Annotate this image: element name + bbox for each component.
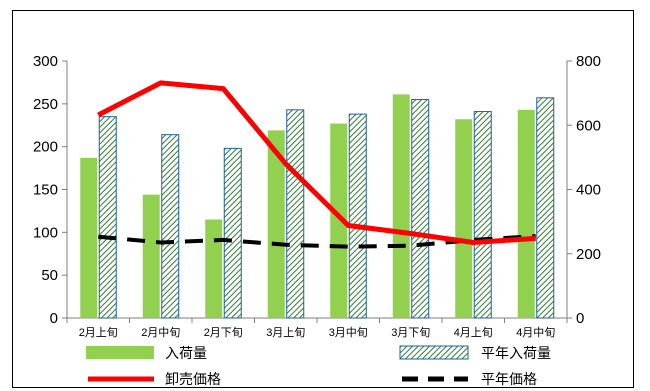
y-right-tick-label: 0	[576, 310, 584, 327]
legend-swatch-avg-inbound	[399, 345, 469, 360]
bar-avg-inbound	[473, 111, 492, 319]
bar-avg-inbound	[98, 116, 117, 319]
bar-inbound	[205, 219, 223, 318]
line-wholesale-price	[97, 80, 536, 246]
legend-label-avg-price: 平年価格	[481, 371, 537, 387]
bar-inbound	[80, 157, 98, 318]
bar-avg-inbound	[536, 97, 555, 319]
y-left-tick-label: 250	[33, 96, 58, 113]
y-left-tick-label: 200	[33, 139, 58, 156]
legend-label-wholesale-price: 卸売価格	[165, 371, 221, 387]
x-tick-label: 4月上旬	[454, 326, 493, 339]
x-tick-label: 2月上旬	[79, 326, 118, 339]
x-tick-label: 3月上旬	[266, 326, 305, 339]
bar-avg-inbound	[411, 99, 430, 319]
y-left-tick-label: 150	[33, 182, 58, 199]
legend-label-avg-inbound: 平年入荷量	[481, 345, 551, 361]
legend-swatch-inbound	[86, 346, 154, 359]
bar-inbound	[330, 123, 348, 318]
y-right-tick-label: 400	[576, 182, 601, 199]
x-tick-label: 3月中旬	[329, 326, 368, 339]
bar-inbound	[455, 119, 473, 319]
x-tick-label: 2月中旬	[141, 326, 180, 339]
bar-inbound	[142, 194, 160, 318]
y-left-tick-label: 50	[41, 267, 58, 284]
x-tick-label: 3月下旬	[391, 326, 430, 339]
bar-inbound	[392, 94, 410, 318]
legend-label-inbound: 入荷量	[165, 345, 207, 361]
x-tick-label: 4月中旬	[516, 326, 555, 339]
bar-avg-inbound	[161, 134, 180, 319]
bar-inbound	[267, 130, 285, 318]
bar-avg-inbound	[286, 109, 305, 319]
y-left-tick-label: 100	[33, 224, 58, 241]
y-right-tick-label: 200	[576, 246, 601, 263]
bar-inbound	[517, 109, 535, 318]
y-right-tick-label: 600	[576, 117, 601, 134]
x-tick-label: 2月下旬	[204, 326, 243, 339]
y-left-tick-label: 0	[50, 310, 58, 327]
y-right-tick-label: 800	[576, 53, 601, 70]
bar-avg-inbound	[348, 113, 367, 319]
y-left-tick-label: 300	[33, 53, 58, 70]
bar-avg-inbound	[223, 147, 242, 319]
